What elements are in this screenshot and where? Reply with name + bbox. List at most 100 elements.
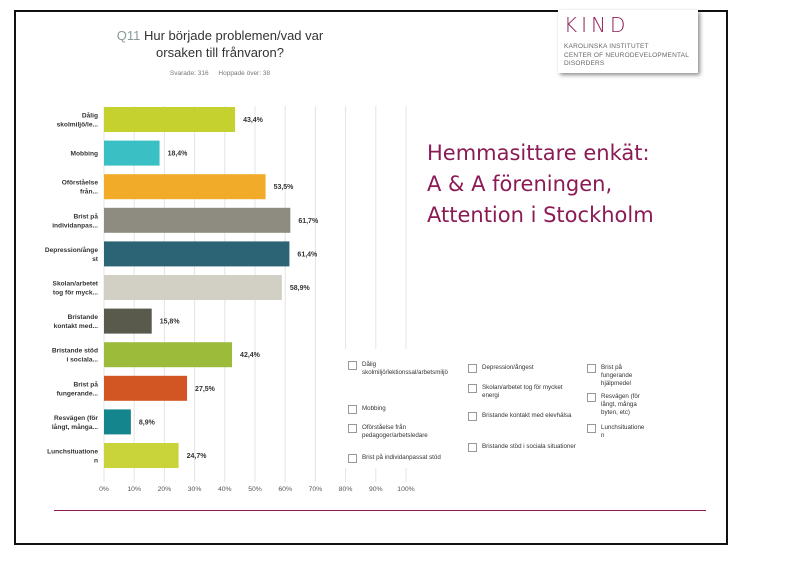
legend-label: Dålig skolmiljö/lektionssal/arbetsmiljö [362,361,448,376]
bar-6 [104,308,152,334]
footer-divider [54,510,706,511]
legend-item-9: Resvägen (för långt, många byten, etc) [587,393,645,417]
x-tick-label-5: 50% [248,486,262,493]
data-label-1: 18,4% [168,151,189,158]
legend-item-7: Bristande stöd i sociala situationer [468,443,580,452]
data-label-9: 8,9% [139,419,156,426]
category-label-10-0: Lunchsituatione [47,449,98,456]
category-label-9-0: Resvägen (för [54,415,98,422]
question-title: Q11 Hur började problemen/vad var orsake… [95,27,345,61]
x-tick-label-7: 70% [309,486,323,493]
headline-line2: A & A föreningen, [427,172,613,196]
category-label-7-0: Bristande stöd [52,348,98,355]
data-label-5: 58,9% [290,285,311,292]
legend-item-8: Brist på fungerande hjälpmedel [587,364,645,388]
x-tick-label-0: 0% [99,486,109,493]
category-label-10-1: n [94,458,98,465]
legend-checkbox-icon [468,412,477,421]
question-text: Hur började problemen/vad var orsaken ti… [144,28,324,60]
data-label-2: 53,5% [274,184,295,191]
bar-2 [104,174,266,200]
headline-line1: Hemmasittare enkät: [427,141,650,165]
headline-line3: Attention i Stockholm [427,203,654,227]
legend-label: Skolan/arbetet tog för mycket energi [482,384,563,399]
legend-label: Mobbing [362,405,386,412]
bar-3 [104,207,291,233]
legend-item-3: Brist på individanpassat stöd [348,454,460,463]
category-label-5-0: Skolan/arbetet [53,281,99,288]
logo-org: KAROLINSKA INSTITUTET CENTER OF NEURODEV… [564,43,689,69]
legend-item-4: Depression/ångest [468,364,580,373]
response-counts: Svarade: 316 Hoppade över: 38 [95,70,345,77]
bar-9 [104,409,131,435]
logo-org-line1: KAROLINSKA INSTITUTET [564,43,649,50]
category-label-4-0: Depression/ånge [45,246,98,254]
legend-checkbox-icon [348,424,357,433]
legend-checkbox-icon [587,364,596,373]
category-label-3-1: individanpas... [52,222,98,229]
category-label-8-1: fungerande... [57,390,99,397]
data-label-6: 15,8% [160,319,181,326]
bar-5 [104,275,282,300]
logo-org-line3: DISORDERS [564,60,605,67]
legend-checkbox-icon [348,361,357,370]
legend-item-5: Skolan/arbetet tog för mycket energi [468,384,580,400]
skipped-count: Hoppade över: 38 [218,70,271,77]
legend-label: Brist på fungerande hjälpmedel [601,364,633,387]
x-tick-label-2: 20% [158,486,172,493]
category-label-2-0: Oförståelse [62,179,99,187]
slide-headline: Hemmasittare enkät: A & A föreningen, At… [427,138,654,231]
legend-checkbox-icon [468,443,477,452]
x-tick-label-4: 40% [218,486,232,493]
category-label-4-1: st [92,256,99,263]
bar-1 [104,140,160,166]
category-label-0-0: Dålig [82,112,98,120]
bar-8 [104,375,188,401]
legend-checkbox-icon [587,393,596,402]
kind-logo: KIND KAROLINSKA INSTITUTET CENTER OF NEU… [558,10,698,73]
data-label-7: 42,4% [240,352,261,359]
legend-label: Depression/ångest [482,364,534,371]
legend-checkbox-icon [348,405,357,414]
x-tick-label-1: 10% [127,486,141,493]
legend-label: Bristande stöd i sociala situationer [482,443,576,450]
category-label-6-0: Bristande [68,314,99,321]
answered-count: Svarade: 316 [169,70,209,77]
legend-item-2: Oförståelse från pedagoger/arbetsledare [348,424,460,440]
bar-4 [104,241,290,267]
legend-checkbox-icon [468,364,477,373]
category-label-2-1: från... [80,188,98,196]
category-label-9-1: långt, många... [52,423,98,431]
legend-item-1: Mobbing [348,405,460,414]
legend-checkbox-icon [468,384,477,393]
chart-legend: Dålig skolmiljö/lektionssal/arbetsmiljö M… [330,349,645,468]
category-label-0-1: skolmiljö/le... [57,122,99,129]
category-label-6-1: kontakt med... [54,323,99,330]
legend-label: Resvägen (för långt, många byten, etc) [601,393,640,416]
x-tick-label-10: 100% [397,486,414,493]
data-label-0: 43,4% [243,117,264,124]
bar-10 [104,443,179,468]
data-label-4: 61,4% [297,251,318,258]
data-label-8: 27,5% [195,386,216,393]
bar-7 [104,342,233,368]
question-number: Q11 [116,28,141,43]
legend-checkbox-icon [587,424,596,433]
logo-name: KIND [564,13,630,37]
category-label-3-0: Brist på [73,212,98,220]
legend-label: Bristande kontakt med elevhälsa [482,412,572,419]
category-label-5-1: tog för myck... [53,290,98,297]
x-tick-label-3: 30% [188,486,202,493]
legend-label: Lunchsituationen [601,424,645,439]
category-label-8-0: Brist på [73,380,98,388]
legend-label: Brist på individanpassat stöd [362,454,441,461]
legend-label: Oförståelse från pedagoger/arbetsledare [362,424,428,439]
logo-org-line2: CENTER OF NEURODEVELOPMENTAL [564,51,690,59]
x-tick-label-9: 90% [369,486,383,493]
data-label-3: 61,7% [298,218,319,225]
x-tick-label-8: 80% [339,486,353,493]
x-tick-label-6: 60% [278,486,292,493]
category-label-7-1: i sociala... [66,357,98,364]
bar-0 [104,107,236,132]
legend-checkbox-icon [348,454,357,463]
